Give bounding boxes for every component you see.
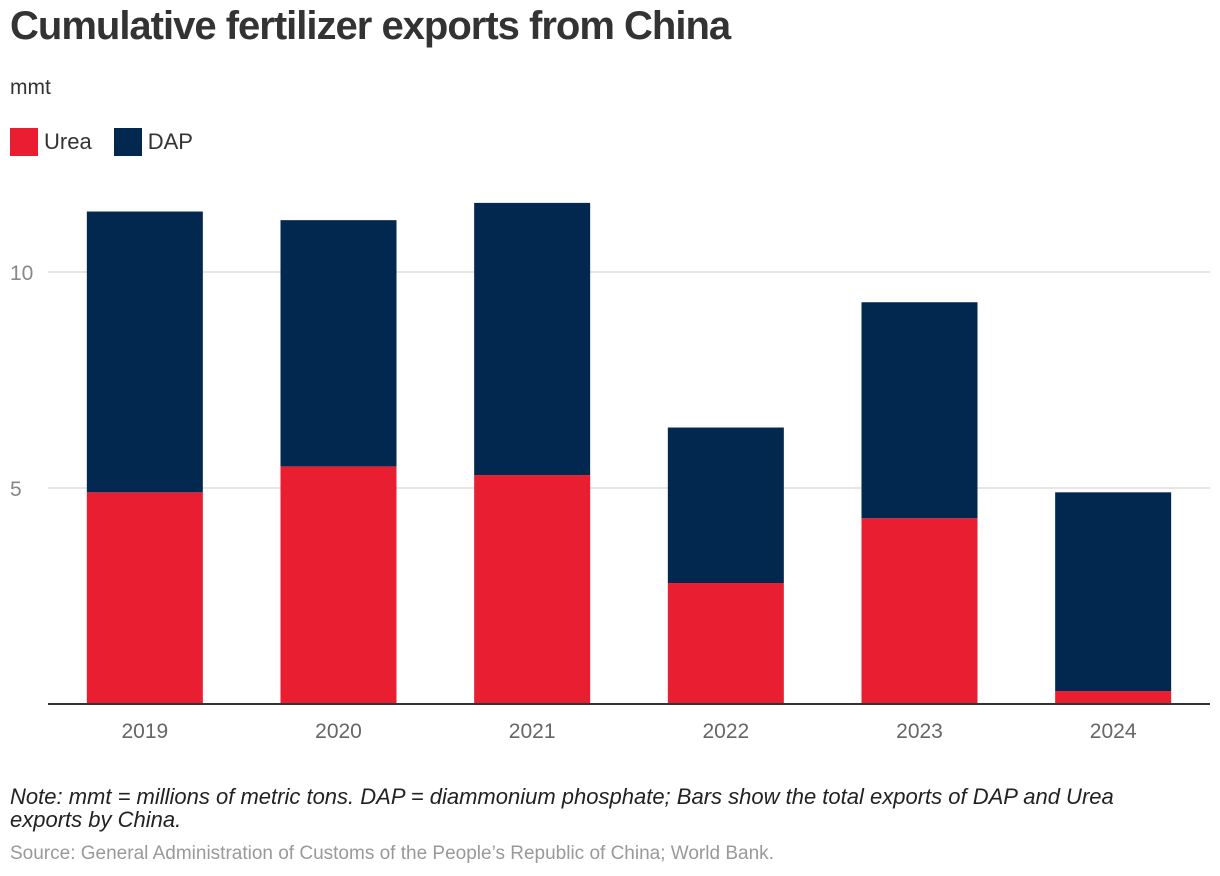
bar-layer xyxy=(86,202,1172,704)
x-tick-label-2023: 2023 xyxy=(896,720,943,743)
x-tick-label-2021: 2021 xyxy=(509,720,556,743)
x-tick-label-2019: 2019 xyxy=(121,720,168,743)
chart-note: Note: mmt = millions of metric tons. DAP… xyxy=(10,784,1114,832)
bar-urea-2021[interactable] xyxy=(474,475,591,704)
bar-dap-2023[interactable] xyxy=(861,302,978,519)
legend: Urea DAP xyxy=(10,128,215,156)
x-tick-label-2022: 2022 xyxy=(702,720,749,743)
legend-swatch-urea xyxy=(10,128,38,156)
bar-urea-2024[interactable] xyxy=(1055,691,1172,704)
legend-label-urea: Urea xyxy=(44,129,92,154)
y-tick-label-5: 5 xyxy=(10,478,22,501)
bar-urea-2020[interactable] xyxy=(280,466,397,704)
bar-dap-2019[interactable] xyxy=(86,211,203,493)
x-tick-label-2024: 2024 xyxy=(1090,720,1137,743)
bar-dap-2021[interactable] xyxy=(474,202,591,476)
bar-dap-2024[interactable] xyxy=(1055,492,1172,692)
legend-item-urea[interactable]: Urea xyxy=(10,128,92,156)
bar-urea-2023[interactable] xyxy=(861,518,978,704)
chart-title: Cumulative fertilizer exports from China xyxy=(10,4,731,48)
bar-dap-2022[interactable] xyxy=(667,427,784,584)
legend-swatch-dap xyxy=(113,128,142,156)
bar-urea-2019[interactable] xyxy=(86,492,203,704)
grid-layer xyxy=(48,271,1210,489)
bar-urea-2022[interactable] xyxy=(667,583,784,704)
chart-source: Source: General Administration of Custom… xyxy=(10,843,774,864)
x-tick-label-2020: 2020 xyxy=(315,720,362,743)
legend-item-dap[interactable]: DAP xyxy=(113,128,193,156)
y-tick-label-10: 10 xyxy=(10,262,33,285)
bar-dap-2020[interactable] xyxy=(280,220,397,467)
legend-label-dap: DAP xyxy=(147,129,193,154)
unit-label: mmt xyxy=(10,76,51,99)
axis-layer: 5 10 2019 2020 2021 2022 2023 2024 xyxy=(10,262,1210,743)
